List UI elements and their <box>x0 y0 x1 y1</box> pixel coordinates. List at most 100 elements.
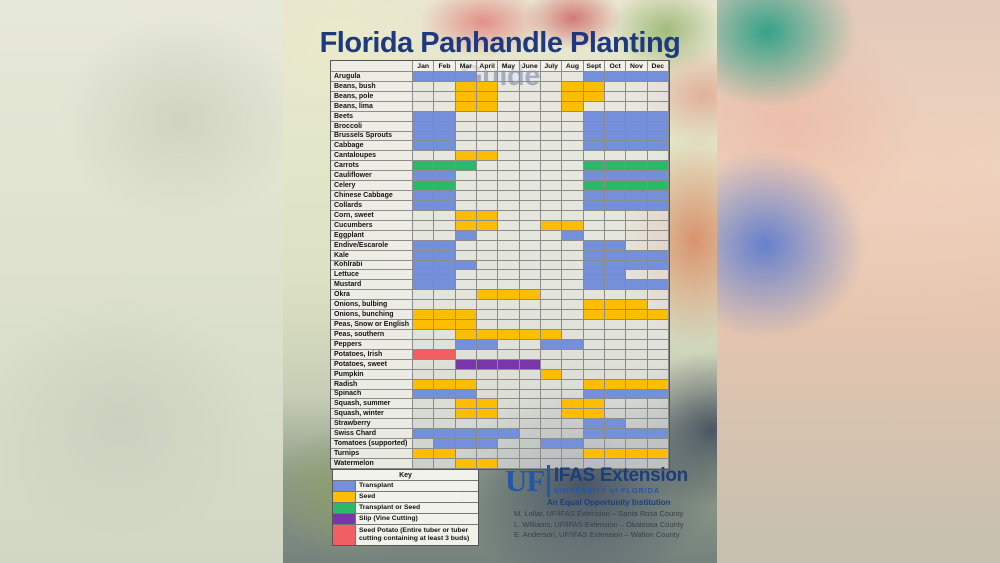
planting-cell-empty <box>562 111 584 122</box>
planting-cell-transplant <box>434 260 456 271</box>
planting-cell-empty <box>476 181 499 192</box>
crop-label: Potatoes, sweet <box>331 359 413 370</box>
planting-cell-empty <box>604 439 627 450</box>
planting-cell-empty <box>626 151 648 162</box>
planting-cell-empty <box>562 270 584 281</box>
planting-cell-empty <box>519 409 541 420</box>
planting-cell-empty <box>647 439 669 450</box>
planting-cell-seed <box>583 449 605 459</box>
planting-cell-empty <box>498 91 520 102</box>
planting-cell-empty <box>647 369 669 380</box>
planting-cell-empty <box>540 379 563 390</box>
planting-cell-empty <box>562 290 584 301</box>
planting-cell-empty <box>583 220 605 231</box>
planting-cell-empty <box>540 409 563 420</box>
planting-cell-empty <box>476 310 499 321</box>
planting-cell-empty <box>540 111 563 122</box>
planting-cell-empty <box>476 230 499 241</box>
planting-cell-transplant <box>434 389 456 400</box>
planting-cell-transplant <box>434 270 456 281</box>
crop-label: Cauliflower <box>331 171 413 182</box>
planting-cell-seed <box>434 320 456 330</box>
planting-cell-empty <box>519 260 541 271</box>
planting-cell-seed <box>604 300 627 311</box>
ifas-extension-wordmark: IFAS Extension <box>553 465 688 486</box>
crop-label: Turnips <box>331 449 413 459</box>
page-title: Florida Panhandle Planting Guide <box>319 27 681 92</box>
planting-cell-transplant <box>626 429 648 440</box>
key-row-transplant-or-seed: Transplant or Seed <box>333 503 478 514</box>
crop-label: Spinach <box>331 389 413 400</box>
planting-cell-empty <box>626 220 648 231</box>
planting-cell-empty <box>519 379 541 390</box>
planting-cell-seed <box>562 81 584 92</box>
crop-label: Onions, bulbing <box>331 300 413 311</box>
planting-cell-seed <box>476 399 499 410</box>
planting-cell-empty <box>498 379 520 390</box>
planting-cell-empty <box>562 429 584 440</box>
planting-cell-seed <box>476 91 499 102</box>
planting-cell-empty <box>540 161 563 172</box>
planting-cell-empty <box>604 210 627 221</box>
planting-cell-empty <box>540 200 563 211</box>
planting-cell-transplant <box>413 280 435 291</box>
planting-cell-empty <box>434 369 456 380</box>
planting-cell-empty <box>540 389 563 400</box>
planting-cell-transplant <box>626 191 648 201</box>
planting-cell-empty <box>519 240 541 251</box>
planting-cell-seed <box>498 290 520 301</box>
planting-cell-seed <box>626 379 648 390</box>
crop-label: Lettuce <box>331 270 413 281</box>
planting-cell-empty <box>413 91 435 102</box>
planting-cell-empty <box>455 240 477 251</box>
planting-cell-empty <box>540 131 563 142</box>
credit-line: M. Lollar, UF/IFAS Extension – Santa Ros… <box>514 509 684 518</box>
crop-label: Squash, summer <box>331 399 413 410</box>
key-label: Transplant <box>359 481 394 489</box>
planting-cell-empty <box>434 151 456 162</box>
planting-cell-seed <box>455 409 477 420</box>
planting-cell-empty <box>519 250 541 261</box>
planting-cell-slip <box>455 359 477 370</box>
month-header-july: July <box>540 61 563 72</box>
planting-cell-transplant <box>583 250 605 261</box>
planting-cell-empty <box>498 111 520 122</box>
planting-cell-empty <box>626 240 648 251</box>
planting-cell-transplant <box>604 260 627 271</box>
planting-cell-transplant <box>626 121 648 132</box>
key-label: Transplant or Seed <box>359 503 421 511</box>
planting-cell-empty <box>562 280 584 291</box>
planting-cell-empty <box>540 141 563 152</box>
planting-cell-empty <box>434 409 456 420</box>
planting-cell-transplant <box>647 191 669 201</box>
crop-label: Cantaloupes <box>331 151 413 162</box>
planting-cell-transplant <box>434 111 456 122</box>
planting-cell-empty <box>519 81 541 92</box>
planting-cell-seed <box>455 101 477 112</box>
planting-cell-empty <box>476 161 499 172</box>
planting-cell-empty <box>455 349 477 360</box>
planting-cell-transplant_or_seed <box>413 161 435 172</box>
planting-cell-transplant <box>583 429 605 440</box>
planting-cell-transplant <box>604 389 627 400</box>
planting-cell-transplant <box>455 339 477 350</box>
crop-label: Eggplant <box>331 230 413 241</box>
planting-cell-transplant <box>647 250 669 261</box>
planting-cell-transplant <box>476 429 499 440</box>
planting-cell-empty <box>476 270 499 281</box>
planting-cell-empty <box>476 300 499 311</box>
planting-cell-transplant <box>434 429 456 440</box>
planting-cell-transplant <box>562 339 584 350</box>
planting-cell-empty <box>540 151 563 162</box>
planting-cell-transplant <box>434 141 456 152</box>
blurred-left-strip <box>0 0 283 563</box>
planting-cell-transplant <box>413 389 435 400</box>
planting-cell-empty <box>498 399 520 410</box>
planting-cell-slip <box>519 359 541 370</box>
month-header-aug: Aug <box>562 61 584 72</box>
planting-cell-empty <box>540 349 563 360</box>
crop-label: Collards <box>331 200 413 211</box>
planting-cell-transplant <box>604 250 627 261</box>
planting-cell-empty <box>519 230 541 241</box>
blurred-right-strip <box>717 0 1000 563</box>
